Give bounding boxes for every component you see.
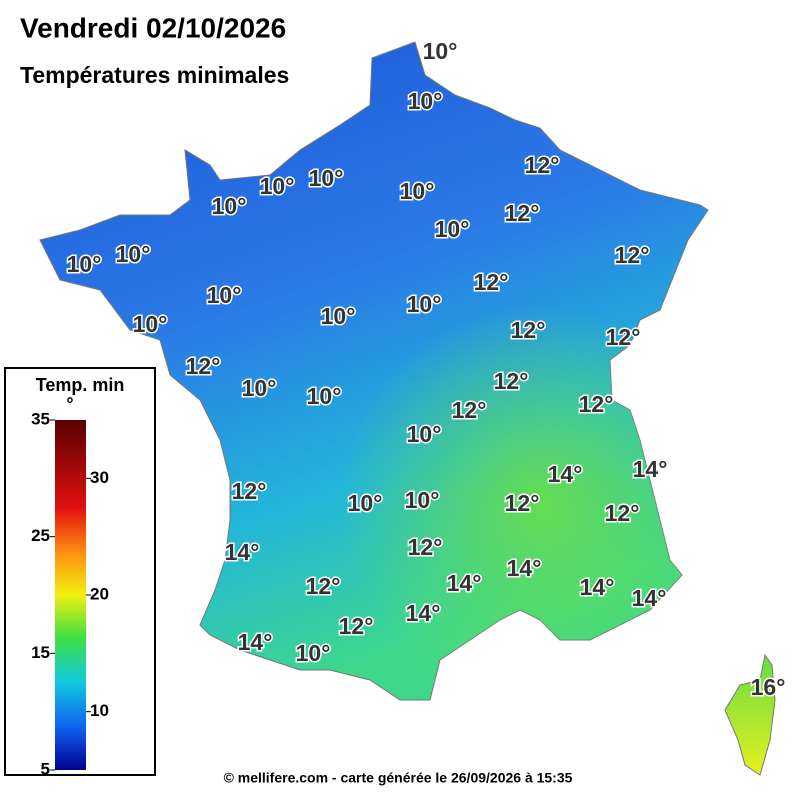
tick-label: 25	[31, 526, 50, 545]
tick-label: 5	[41, 759, 50, 778]
contour-label: 14°	[225, 539, 260, 565]
contour-label: 10°	[116, 241, 151, 267]
contour-label: 14°	[548, 461, 583, 487]
contour-label: 14°	[238, 629, 273, 655]
contour-label: 12°	[452, 397, 487, 423]
contour-label: 12°	[605, 500, 640, 526]
contour-label: 14°	[633, 456, 668, 482]
france-warm-zone	[40, 42, 708, 700]
contour-label: 14°	[447, 570, 482, 596]
contour-label: 10°	[408, 88, 443, 114]
contour-label: 10°	[407, 291, 442, 317]
contour-label: 10°	[242, 375, 277, 401]
contour-label: 12°	[525, 152, 560, 178]
contour-label: 12°	[232, 478, 267, 504]
france-map	[39, 41, 776, 776]
corsica-shape	[724, 653, 776, 776]
contour-label: 12°	[494, 368, 529, 394]
contour-label: 12°	[408, 534, 443, 560]
title: Vendredi 02/10/2026	[20, 12, 286, 43]
contour-label: 10°	[400, 178, 435, 204]
legend-unit: °	[66, 394, 73, 414]
contour-label: 10°	[407, 421, 442, 447]
contour-label: 10°	[405, 487, 440, 513]
subtitle: Températures minimales	[20, 62, 289, 88]
contour-label: 10°	[133, 311, 168, 337]
contour-label: 10°	[348, 490, 383, 516]
contour-label: 10°	[307, 383, 342, 409]
color-bar	[55, 420, 86, 770]
contour-label: 10°	[67, 251, 102, 277]
contour-label: 14°	[507, 555, 542, 581]
contour-label: 12°	[306, 573, 341, 599]
contour-label: 12°	[505, 490, 540, 516]
tick-label: 20	[90, 584, 109, 603]
footer: © mellifere.com - carte générée le 26/09…	[224, 770, 573, 786]
legend: Temp. min ° 35 30 25 20 15 10 5	[4, 367, 156, 778]
contour-label: 10°	[309, 165, 344, 191]
contour-label: 10°	[212, 193, 247, 219]
contour-label: 12°	[505, 200, 540, 226]
tick-label: 15	[31, 643, 50, 662]
contour-label: 10°	[260, 173, 295, 199]
contour-label: 10°	[207, 282, 242, 308]
tick-label: 35	[31, 409, 50, 428]
contour-label: 10°	[435, 216, 470, 242]
contour-label: 12°	[615, 242, 650, 268]
tick-label: 10	[90, 701, 109, 720]
contour-label: 14°	[406, 600, 441, 626]
legend-title: Temp. min	[36, 375, 125, 395]
contour-label: 12°	[339, 613, 374, 639]
contour-label: 10°	[296, 640, 331, 666]
contour-label: 16°	[751, 674, 786, 700]
contour-label: 12°	[579, 391, 614, 417]
contour-labels: 10°10°12°10° 10° 10°10° 12°10°10°10°12°12°1…	[65, 37, 787, 702]
contour-label: 14°	[580, 574, 615, 600]
tick-label: 30	[90, 468, 109, 487]
contour-label: 12°	[606, 324, 641, 350]
contour-label: 10°	[321, 303, 356, 329]
contour-label: 12°	[511, 317, 546, 343]
contour-label: 14°	[632, 585, 667, 611]
contour-label: 12°	[474, 269, 509, 295]
contour-label: 12°	[186, 353, 221, 379]
contour-label: 10°	[423, 38, 458, 64]
